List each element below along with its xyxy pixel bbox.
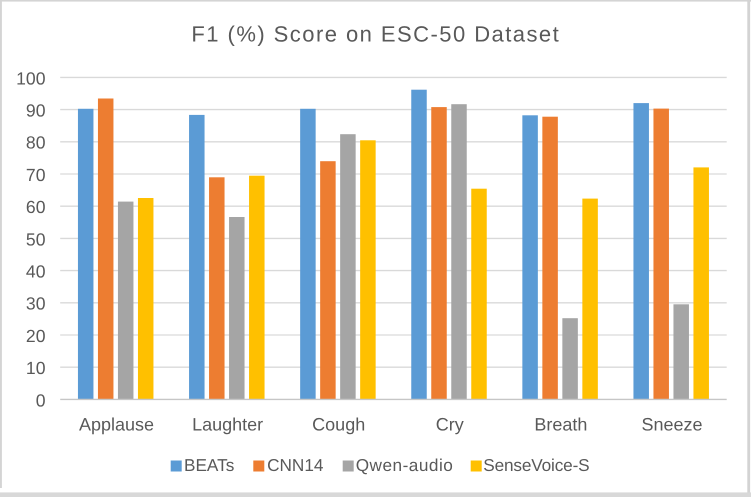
svg-text:Applause: Applause [79,415,154,435]
svg-text:90: 90 [26,101,46,121]
svg-text:30: 30 [26,294,46,314]
svg-text:60: 60 [26,197,46,217]
svg-text:SenseVoice-S: SenseVoice-S [483,455,589,475]
svg-text:50: 50 [26,229,46,249]
svg-text:Cough: Cough [312,415,365,435]
svg-text:BEATs: BEATs [184,455,234,475]
svg-text:Qwen-audio: Qwen-audio [356,455,454,475]
svg-text:CNN14: CNN14 [267,455,324,475]
svg-text:0: 0 [36,390,46,410]
svg-text:20: 20 [26,326,46,346]
svg-text:F1 (%) Score on ESC-50 Dataset: F1 (%) Score on ESC-50 Dataset [191,22,560,47]
svg-text:70: 70 [26,165,46,185]
svg-text:Laughter: Laughter [192,415,263,435]
svg-text:40: 40 [26,262,46,282]
svg-text:Sneeze: Sneeze [641,415,702,435]
svg-text:100: 100 [16,68,46,88]
svg-text:Breath: Breath [534,415,587,435]
svg-text:10: 10 [26,358,46,378]
svg-text:80: 80 [26,133,46,153]
svg-text:Cry: Cry [436,415,464,435]
